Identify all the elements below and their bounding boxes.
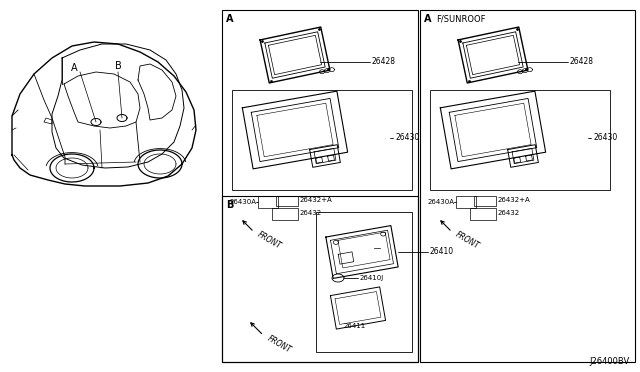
Text: 26432+A: 26432+A [300, 197, 333, 203]
Bar [258, 196, 278, 208]
Text: FRONT: FRONT [454, 230, 481, 251]
Text: 26432: 26432 [300, 210, 322, 216]
Bar [474, 196, 496, 206]
Bar [272, 208, 298, 220]
Bar [276, 196, 298, 206]
Text: J26400BV: J26400BV [589, 357, 630, 366]
Text: FRONT: FRONT [266, 334, 292, 355]
Text: 26432: 26432 [498, 210, 520, 216]
Bar [222, 10, 418, 362]
Text: FRONT: FRONT [256, 230, 283, 251]
Text: 26430A: 26430A [428, 199, 455, 205]
Text: 26432+A: 26432+A [498, 197, 531, 203]
Text: B: B [115, 61, 122, 71]
Bar [420, 10, 635, 362]
Text: 26430A: 26430A [230, 199, 257, 205]
Bar [232, 90, 412, 190]
Bar [222, 196, 418, 362]
Text: 26428: 26428 [372, 58, 396, 67]
Text: A: A [424, 14, 431, 24]
Text: A: A [226, 14, 234, 24]
Text: 26410: 26410 [430, 247, 454, 257]
Bar [470, 208, 496, 220]
Text: 26410J: 26410J [360, 275, 384, 281]
Text: B: B [226, 200, 234, 210]
Text: 26411: 26411 [344, 323, 366, 329]
Text: F/SUNROOF: F/SUNROOF [436, 15, 486, 24]
Bar [456, 196, 476, 208]
Text: 26430: 26430 [593, 134, 617, 142]
Bar [316, 212, 412, 352]
Text: 26430: 26430 [395, 134, 419, 142]
Bar [430, 90, 610, 190]
Text: A: A [70, 63, 77, 73]
Text: 26428: 26428 [570, 58, 594, 67]
